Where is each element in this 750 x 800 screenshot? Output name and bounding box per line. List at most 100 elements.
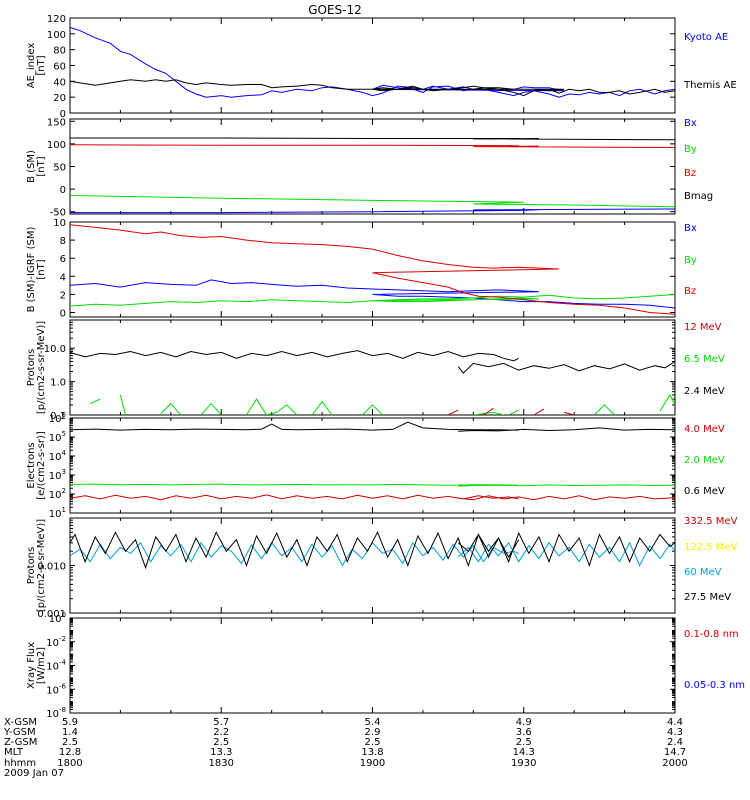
ephemeris-row-name: hhmm bbox=[4, 758, 36, 769]
y-axis-label: Protons[p/(cm2-s-sr-MeV)] bbox=[26, 321, 47, 414]
y-axis-label-line: Xray Flux bbox=[26, 642, 37, 689]
legend-entry: Kyoto AE bbox=[684, 32, 728, 43]
series-line-by bbox=[70, 195, 675, 208]
y-tick-label: -50 bbox=[50, 208, 66, 219]
series-line-0-6-mev bbox=[70, 421, 675, 432]
ephemeris-value: 3.6 bbox=[516, 727, 532, 738]
y-axis-label-line: [p/(cm2-s-sr-MeV)] bbox=[36, 321, 47, 414]
series-line-bx bbox=[70, 208, 675, 214]
y-tick-label: 6 bbox=[60, 254, 66, 265]
ephemeris-value: 1.4 bbox=[62, 727, 78, 738]
y-tick-label: 40 bbox=[53, 77, 66, 88]
y-tick-label: 100 bbox=[49, 611, 66, 625]
y-axis-label: B (SM)-IGRF (SM)[nT] bbox=[26, 227, 47, 313]
series-line-bmag bbox=[70, 137, 675, 141]
ephemeris-value: 2.2 bbox=[213, 727, 229, 738]
ephemeris-row-name: MLT bbox=[4, 747, 24, 758]
y-axis-label-line: [p/(cm2-s-sr-MeV)] bbox=[36, 519, 47, 612]
legend-entry: Bx bbox=[684, 118, 697, 129]
series-line-2-4-mev bbox=[70, 350, 675, 374]
series-line-60-mev bbox=[70, 541, 675, 567]
y-axis-label-line: B (SM)-IGRF (SM) bbox=[26, 227, 37, 313]
ephemeris-value: 2.4 bbox=[667, 737, 683, 748]
ephemeris-value: 2.5 bbox=[516, 737, 532, 748]
y-axis-label-line: Protons bbox=[26, 349, 37, 386]
y-axis-label-line: [e/(cm2-s-sr)] bbox=[36, 431, 47, 500]
legend-entry: 4.0 MeV bbox=[684, 424, 725, 435]
ephemeris-value: 4.3 bbox=[667, 727, 683, 738]
y-tick-label: 106 bbox=[49, 411, 67, 425]
series-line-bz bbox=[70, 224, 675, 315]
legend-entry: 60 MeV bbox=[684, 567, 722, 578]
y-tick-label: 0.001 bbox=[37, 609, 66, 620]
y-tick-label: 0.010 bbox=[37, 562, 66, 573]
legend-entry: Bz bbox=[684, 286, 696, 297]
ephemeris-value: 5.7 bbox=[213, 717, 229, 728]
y-tick-label: 105 bbox=[49, 430, 66, 444]
y-tick-label: 0.1 bbox=[50, 411, 66, 422]
y-tick-label: 0 bbox=[60, 185, 66, 196]
ephemeris-row-name: Y-GSM bbox=[3, 727, 36, 738]
legend-entry: 27.5 MeV bbox=[684, 592, 731, 603]
series-line-by bbox=[70, 293, 675, 307]
ephemeris-value: 2.5 bbox=[365, 737, 381, 748]
legend-entry: 0.05-0.3 nm bbox=[684, 680, 745, 691]
y-tick-label: 104 bbox=[49, 449, 67, 463]
y-axis-label-line: [nT] bbox=[36, 55, 47, 75]
ephemeris-value: 1930 bbox=[511, 758, 536, 769]
ephemeris-row-name: Z-GSM bbox=[4, 737, 37, 748]
y-tick-label: 8 bbox=[60, 236, 66, 247]
y-tick-label: 10-4 bbox=[46, 659, 66, 673]
date-label: 2009 Jan 07 bbox=[4, 768, 64, 779]
legend-entry: Bmag bbox=[684, 191, 713, 202]
legend-entry: 2.4 MeV bbox=[684, 386, 725, 397]
ephemeris-value: 13.8 bbox=[361, 747, 383, 758]
y-tick-label: 100 bbox=[47, 30, 66, 41]
y-axis-label-line: B (SM) bbox=[26, 150, 37, 183]
ephemeris-value: 5.9 bbox=[62, 717, 78, 728]
legend-entry: By bbox=[684, 255, 697, 266]
series-line-6-5-mev bbox=[89, 393, 675, 415]
ephemeris-value: 4.4 bbox=[667, 717, 683, 728]
series-line-kyoto-ae bbox=[70, 27, 675, 98]
y-axis-label: Protons[p/(cm2-s-sr-MeV)] bbox=[26, 519, 47, 612]
ephemeris-row-name: X-GSM bbox=[4, 717, 37, 728]
panel-frame bbox=[69, 319, 676, 416]
y-axis-label: Electrons[e/(cm2-s-sr)] bbox=[26, 431, 47, 500]
y-tick-label: 102 bbox=[49, 487, 66, 501]
ephemeris-value: 14.3 bbox=[513, 747, 535, 758]
legend-entry: 2.0 MeV bbox=[684, 455, 725, 466]
panel-2: -50 0 50 100 150 B (SM)[nT] Bx By Bz Bmag bbox=[26, 117, 713, 218]
legend-entry: 122.5 MeV bbox=[684, 542, 738, 553]
ephemeris-value: 2.5 bbox=[62, 737, 78, 748]
ephemeris-value: 14.7 bbox=[664, 747, 686, 758]
y-tick-label: 10 bbox=[53, 218, 66, 229]
panel-frame bbox=[69, 517, 676, 614]
series-line-bz bbox=[70, 144, 675, 148]
y-tick-label: 60 bbox=[53, 62, 66, 73]
legend-entry: 6.5 MeV bbox=[684, 354, 725, 365]
y-tick-label: 80 bbox=[53, 46, 66, 57]
y-tick-label: 100 bbox=[47, 140, 66, 151]
legend-entry: Themis AE bbox=[683, 80, 737, 91]
ephemeris-value: 2.9 bbox=[365, 727, 381, 738]
y-tick-label: 50 bbox=[53, 163, 66, 174]
y-tick-label: 10-2 bbox=[46, 635, 66, 649]
legend-entry: 332.5 MeV bbox=[684, 516, 738, 527]
y-tick-label: 20 bbox=[53, 93, 66, 104]
legend-entry: 0.6 MeV bbox=[684, 486, 725, 497]
y-tick-label: 0 bbox=[60, 308, 66, 319]
series-line-2-0-mev bbox=[70, 483, 675, 487]
y-tick-label: 101 bbox=[49, 506, 66, 520]
y-tick-label: 0 bbox=[60, 109, 66, 120]
ephemeris-value: 13.3 bbox=[210, 747, 232, 758]
panel-frame bbox=[69, 617, 676, 714]
ephemeris-value: 12.8 bbox=[59, 747, 81, 758]
ephemeris-axis: X-GSM 5.9 5.7 5.4 4.9 4.4 Y-GSM 1.4 2.2 2.9 3.6 4.3… bbox=[3, 717, 688, 779]
ephemeris-value: 1800 bbox=[57, 758, 82, 769]
ephemeris-value: 5.4 bbox=[365, 717, 381, 728]
legend-entry: By bbox=[684, 144, 697, 155]
